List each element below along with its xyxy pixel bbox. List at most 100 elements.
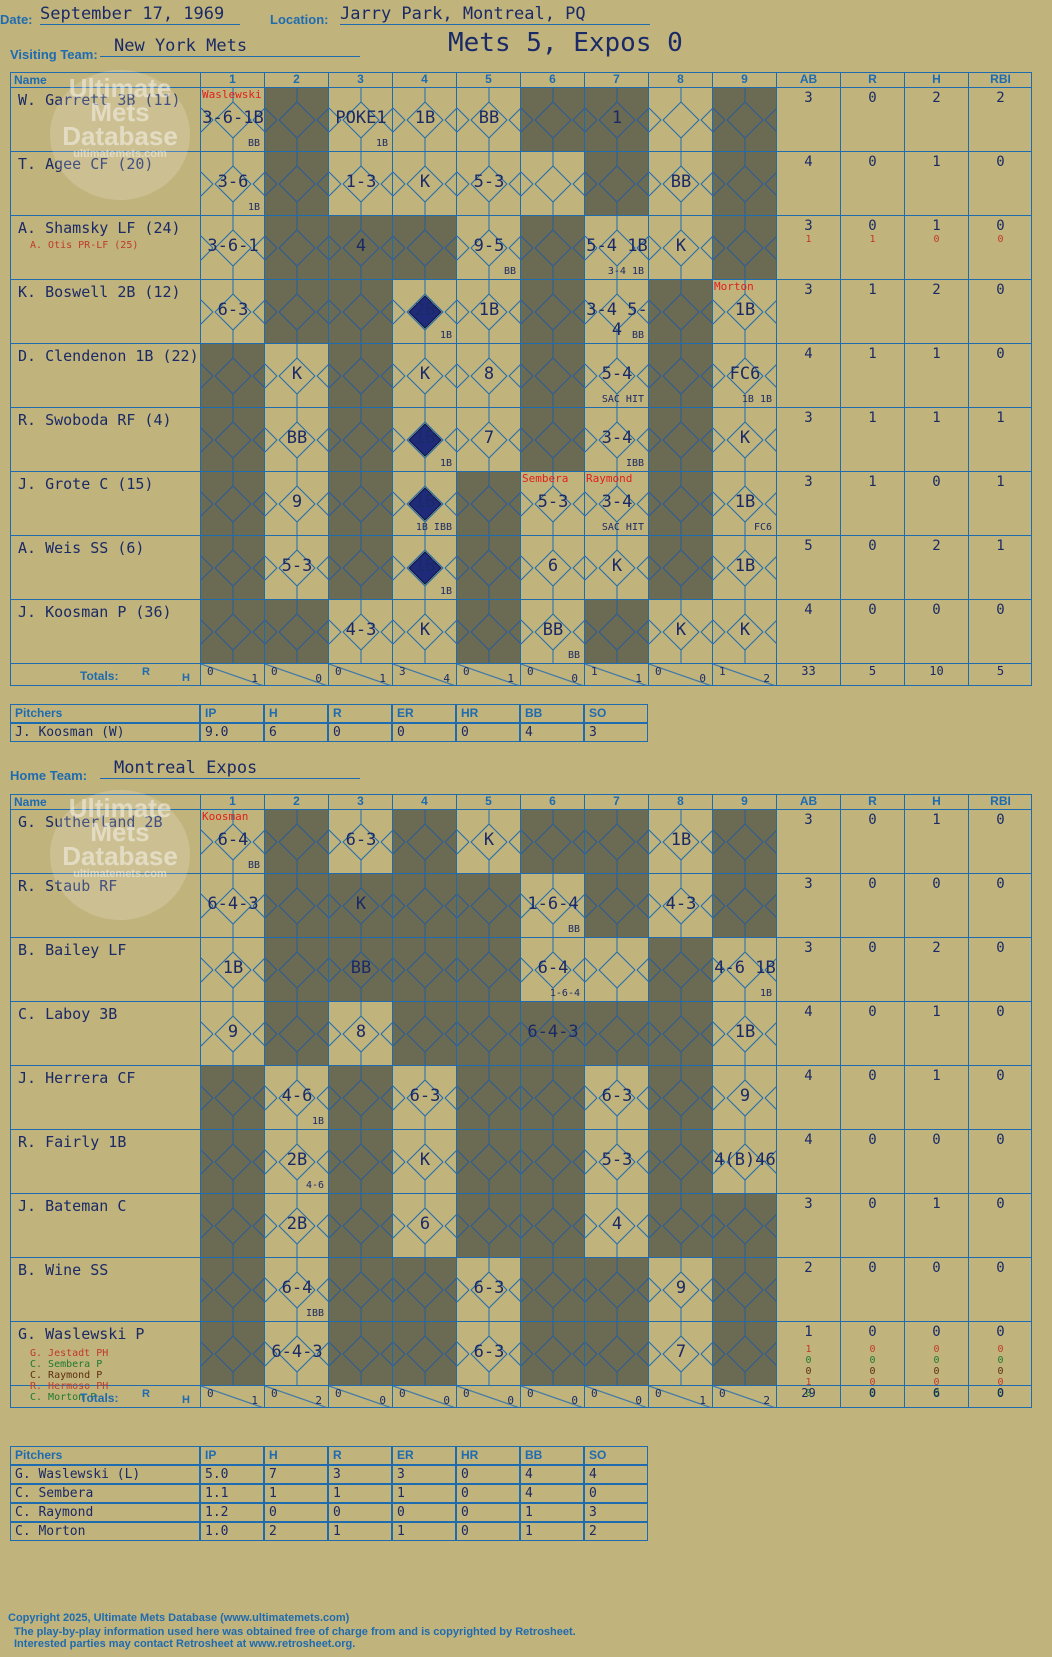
base-diamond — [713, 408, 776, 471]
pitching-cell: 0 — [392, 723, 456, 742]
inning-cell: FC6 1B 1B — [712, 344, 776, 408]
inning-cell: 1B 1B — [392, 408, 456, 472]
inning-cell: K — [392, 344, 456, 408]
play-result: 1B — [311, 1116, 324, 1127]
stat-header: H — [904, 72, 968, 88]
name-column-header: Name — [14, 795, 47, 809]
base-diamond — [201, 1002, 264, 1065]
column-header-row — [10, 794, 1032, 810]
inning-cell — [648, 408, 712, 472]
base-diamond — [457, 1258, 520, 1321]
stat-value: 0 — [932, 1260, 941, 1276]
inning-hits: 2 — [763, 1394, 770, 1407]
base-diamond — [393, 600, 456, 663]
play-notation: 1B — [478, 300, 500, 320]
stat-cell: 0 — [840, 88, 904, 152]
stat-value: 0 — [869, 1355, 876, 1366]
inning-cell — [392, 1002, 456, 1066]
base-diamond — [457, 1322, 520, 1385]
base-diamond — [393, 874, 456, 937]
stat-value: 1 — [868, 282, 877, 298]
base-diamond — [713, 1258, 776, 1321]
stat-cell: 4 — [776, 344, 840, 408]
base-diamond — [457, 1130, 520, 1193]
run-scored-diamond — [408, 423, 442, 457]
base-diamond — [393, 1066, 456, 1129]
inning-header: 9 — [712, 72, 776, 88]
stat-value: 0 — [996, 346, 1005, 362]
play-result: BB — [247, 138, 260, 149]
play-notation: K — [419, 364, 431, 384]
play-notation: 4-6 — [281, 1086, 313, 1106]
inning-cell — [648, 472, 712, 536]
play-notation: 6-3 — [473, 1342, 505, 1362]
stat-value: 0 — [805, 1388, 812, 1399]
inning-cell: 3-4 IBB — [584, 408, 648, 472]
pitching-cell: C. Raymond — [10, 1503, 200, 1522]
inning-hits: 2 — [315, 1394, 322, 1407]
base-diamond — [393, 938, 456, 1001]
pitching-cell: 3 — [584, 1503, 648, 1522]
base-diamond — [201, 938, 264, 1001]
base-diamond — [521, 1130, 584, 1193]
base-diamond — [649, 1066, 712, 1129]
play-result: 4-6 — [305, 1180, 324, 1191]
pitching-cell: 1.2 — [200, 1503, 264, 1522]
base-diamond — [521, 536, 584, 599]
pitching-cell: 2 — [584, 1522, 648, 1541]
substitute-name: A. Otis PR-LF (25) — [30, 240, 139, 251]
stat-value: 0 — [868, 940, 877, 956]
stat-cell: 4 — [776, 1130, 840, 1194]
inning-cell: 6-3 — [328, 810, 392, 874]
pitching-cell: 2 — [264, 1522, 328, 1541]
inning-cell: 2B 1B — [392, 280, 456, 344]
inning-runs: 0 — [335, 1387, 342, 1400]
home-team: Montreal Expos — [100, 758, 360, 779]
play-notation: K — [739, 428, 751, 448]
inning-cell — [264, 152, 328, 216]
inning-cell — [520, 344, 584, 408]
inning-hits: 0 — [379, 1394, 386, 1407]
inning-cell: POKE1 1B — [328, 88, 392, 152]
pitching-cell: 0 — [328, 1503, 392, 1522]
inning-cell: K — [456, 810, 520, 874]
name-column-header: Name — [14, 73, 47, 87]
base-diamond — [329, 600, 392, 663]
inning-hits: 0 — [315, 672, 322, 685]
play-notation: 6-4-3 — [271, 1342, 323, 1362]
stat-cell: 3 — [776, 280, 840, 344]
inning-header: 4 — [392, 72, 456, 88]
pitching-cell: 5.0 — [200, 1465, 264, 1484]
stat-cell: 0 — [968, 1066, 1032, 1130]
base-diamond — [585, 1066, 648, 1129]
stat-cell: 0 — [968, 1002, 1032, 1066]
base-diamond — [329, 1130, 392, 1193]
play-notation: 1B — [414, 428, 436, 448]
base-diamond — [521, 408, 584, 471]
inning-cell: 6-4-3 — [264, 1322, 328, 1386]
inning-cell — [200, 344, 264, 408]
inning-cell — [712, 88, 776, 152]
stat-value: 0 — [868, 1132, 877, 1148]
base-diamond — [649, 1258, 712, 1321]
base-diamond — [649, 408, 712, 471]
pitching-change-note: Koosman — [202, 810, 249, 823]
inning-header: 7 — [584, 794, 648, 810]
inning-cell: K — [328, 874, 392, 938]
stat-value: 0 — [868, 90, 877, 106]
base-diamond — [521, 810, 584, 873]
play-notation: 6-4 — [281, 1278, 313, 1298]
stat-cell: 1 — [904, 408, 968, 472]
base-diamond — [649, 1002, 712, 1065]
stat-value: 0 — [932, 1132, 941, 1148]
base-diamond — [649, 810, 712, 873]
inning-cell: 5-4 1B 3-4 1B — [584, 216, 648, 280]
pitching-header-cell: R — [328, 1446, 392, 1465]
inning-cell — [200, 1130, 264, 1194]
pitching-change-note: Morton — [714, 280, 754, 293]
